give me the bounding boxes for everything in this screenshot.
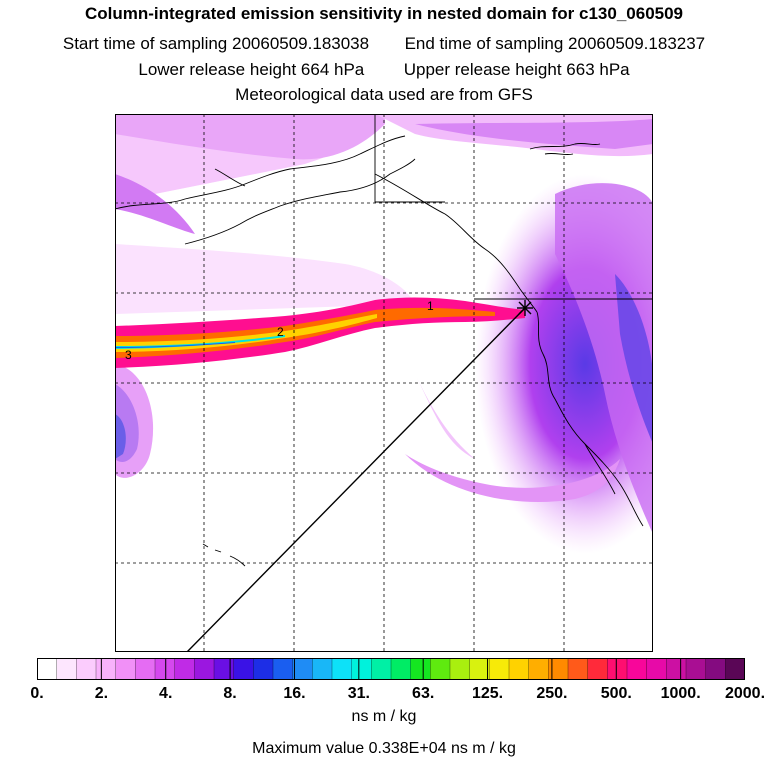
colorbar-cell bbox=[213, 658, 235, 680]
colorbar-cell bbox=[548, 658, 569, 680]
maximum-value: Maximum value 0.338E+04 ns m / kg bbox=[0, 740, 768, 758]
sensitivity-field bbox=[115, 114, 653, 554]
colorbar-cell bbox=[666, 658, 687, 680]
start-time-value: 20060509.183038 bbox=[232, 34, 370, 53]
plume-marker-1: 1 bbox=[427, 299, 434, 313]
colorbar-cell bbox=[646, 658, 667, 680]
colorbar-cell bbox=[528, 658, 549, 680]
colorbar-cell bbox=[37, 658, 58, 680]
colorbar-cell bbox=[626, 658, 648, 680]
colorbar-cell bbox=[685, 658, 707, 680]
colorbar-cell bbox=[76, 658, 97, 680]
colorbar-cell bbox=[410, 658, 431, 680]
colorbar-cell bbox=[449, 658, 471, 680]
colorbar-tick-label: 63. bbox=[412, 685, 435, 702]
colorbar-cell bbox=[331, 658, 353, 680]
colorbar-cell bbox=[253, 658, 274, 680]
sensitivity-map: 1 2 3 bbox=[115, 114, 653, 652]
colorbar-cell bbox=[292, 658, 313, 680]
colorbar-cell bbox=[56, 658, 77, 680]
upper-height-value: 663 hPa bbox=[566, 60, 630, 79]
colorbar-tick-label: 8. bbox=[223, 685, 237, 702]
colorbar-cell bbox=[508, 658, 530, 680]
colorbar-cell bbox=[135, 658, 156, 680]
colorbar-cell bbox=[430, 658, 451, 680]
colorbar-tick-label: 16. bbox=[283, 685, 306, 702]
met-data-note: Meteorological data used are from GFS bbox=[235, 85, 533, 104]
maximum-value-number: 0.338E+04 ns m / kg bbox=[368, 740, 516, 757]
colorbar-cell bbox=[95, 658, 117, 680]
colorbar-cell bbox=[194, 658, 215, 680]
colorbar-tick-label: 250. bbox=[536, 685, 568, 702]
end-time-label: End time of sampling bbox=[404, 34, 564, 53]
colorbar-cell bbox=[469, 658, 490, 680]
colorbar-tick-label: 2. bbox=[94, 685, 109, 702]
colorbar-cell bbox=[233, 658, 254, 680]
upper-height-label: Upper release height bbox=[403, 60, 562, 79]
colorbar-cell bbox=[705, 658, 726, 680]
colorbar-units: ns m / kg bbox=[351, 708, 417, 725]
maximum-value-label: Maximum value bbox=[252, 740, 365, 757]
colorbar-tick-label: 1000. bbox=[660, 685, 701, 702]
colorbar-cell bbox=[351, 658, 372, 680]
colorbar-tick-label: 31. bbox=[347, 685, 370, 702]
plume-marker-2: 2 bbox=[277, 325, 284, 339]
colorbar-tick-label: 4. bbox=[159, 685, 173, 702]
colorbar bbox=[37, 658, 745, 680]
colorbar-cell bbox=[725, 658, 745, 680]
colorbar-cell bbox=[154, 658, 176, 680]
colorbar-cell bbox=[174, 658, 195, 680]
lower-height-label: Lower release height bbox=[138, 60, 297, 79]
plume-marker-3: 3 bbox=[125, 348, 132, 362]
colorbar-cell bbox=[567, 658, 589, 680]
release-heights: Lower release height 664 hPa Upper relea… bbox=[0, 60, 768, 80]
colorbar-cell bbox=[587, 658, 608, 680]
lower-height-value: 664 hPa bbox=[300, 60, 365, 79]
end-time-value: 20060509.183237 bbox=[568, 34, 706, 53]
coastlines bbox=[115, 114, 653, 567]
colorbar-cell bbox=[115, 658, 136, 680]
colorbar-cell bbox=[489, 658, 510, 680]
colorbar-tick-label: 2000. bbox=[724, 685, 766, 702]
colorbar-tick-label: 125. bbox=[471, 685, 504, 702]
start-time-label: Start time of sampling bbox=[62, 34, 228, 53]
trajectory-line bbox=[186, 307, 526, 652]
plume bbox=[115, 297, 525, 368]
sampling-times: Start time of sampling 20060509.183038 E… bbox=[0, 34, 768, 54]
colorbar-cell bbox=[607, 658, 628, 680]
map-title: Column-integrated emission sensitivity i… bbox=[84, 4, 684, 23]
release-point bbox=[517, 300, 533, 316]
colorbar-tick-label: 0. bbox=[30, 685, 44, 702]
colorbar-cell bbox=[371, 658, 392, 680]
colorbar-cell bbox=[312, 658, 333, 680]
colorbar-cell bbox=[272, 658, 294, 680]
colorbar-tick-label: 500. bbox=[600, 685, 632, 702]
colorbar-cell bbox=[390, 658, 412, 680]
